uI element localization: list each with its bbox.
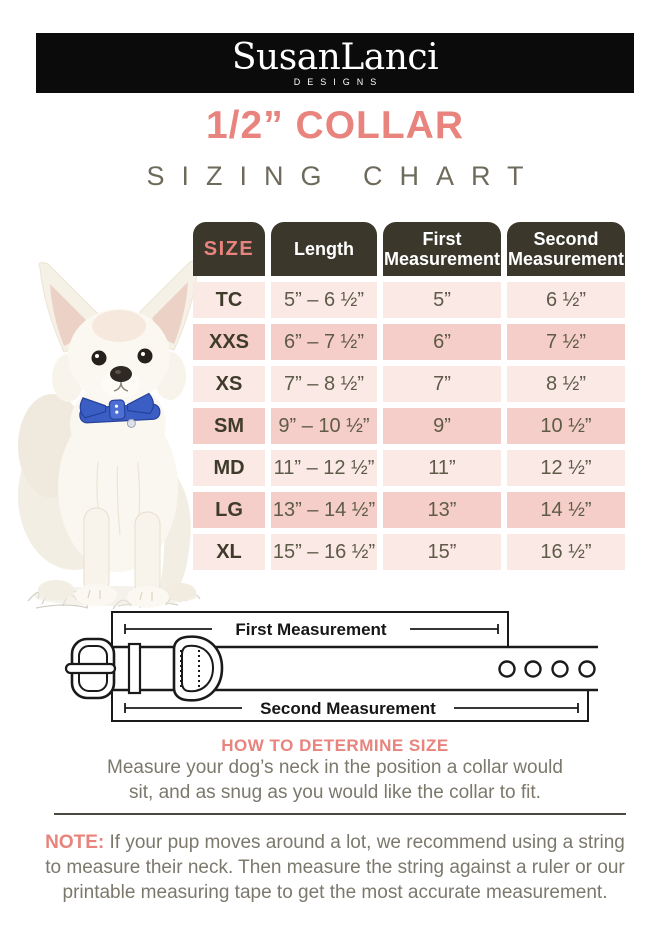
size-cell: SM	[193, 408, 265, 444]
brand-header-bar: SusanLanci DESIGNS	[36, 33, 634, 93]
size-cell: XL	[193, 534, 265, 570]
length-cell: 11” – 12 ½”	[271, 450, 377, 486]
size-cell: MD	[193, 450, 265, 486]
size-cell: TC	[193, 282, 265, 318]
length-cell: 7” – 8 ½”	[271, 366, 377, 402]
divider-line	[54, 813, 626, 815]
page-title: 1/2” COLLAR	[205, 104, 465, 147]
length-cell: 9” – 10 ½”	[271, 408, 377, 444]
second-measurement-cell: 14 ½”	[507, 492, 625, 528]
size-cell: XS	[193, 366, 265, 402]
table-row: XS 7” – 8 ½” 7” 8 ½”	[193, 366, 625, 402]
brand-tagline: DESIGNS	[293, 76, 384, 87]
page-subtitle: SIZING CHART	[146, 161, 541, 191]
first-measurement-cell: 13”	[383, 492, 501, 528]
note-text-line1: NOTE: If your pup moves around a lot, we…	[0, 832, 670, 854]
second-measurement-cell: 8 ½”	[507, 366, 625, 402]
size-table-header: SIZE Length First Measurement Second Mea…	[193, 222, 625, 276]
first-measurement-cell: 11”	[383, 450, 501, 486]
second-measurement-cell: 12 ½”	[507, 450, 625, 486]
second-measurement-cell: 7 ½”	[507, 324, 625, 360]
first-measurement-cell: 5”	[383, 282, 501, 318]
second-measurement-cell: 16 ½”	[507, 534, 625, 570]
note-line1-text: If your pup moves around a lot, we recom…	[109, 832, 625, 853]
note-text-line3: printable measuring tape to get the most…	[62, 882, 608, 903]
first-measurement-cell: 9”	[383, 408, 501, 444]
second-measurement-label: Second Measurement	[260, 699, 436, 718]
size-table-rows: TC 5” – 6 ½” 5” 6 ½” XXS 6” – 7 ½” 6” 7 ½” XS 7” …	[193, 282, 625, 570]
note-label: NOTE:	[45, 832, 105, 853]
length-cell: 5” – 6 ½”	[271, 282, 377, 318]
second-measurement-cell: 6 ½”	[507, 282, 625, 318]
first-measurement-cell: 15”	[383, 534, 501, 570]
table-row: XL 15” – 16 ½” 15” 16 ½”	[193, 534, 625, 570]
col-header-length: Length	[271, 222, 377, 276]
size-cell: LG	[193, 492, 265, 528]
collar-measurement-diagram: First Measurement Second Measurement	[64, 611, 598, 722]
size-cell: XXS	[193, 324, 265, 360]
dog-collar	[79, 392, 161, 428]
table-row: MD 11” – 12 ½” 11” 12 ½”	[193, 450, 625, 486]
first-measurement-cell: 6”	[383, 324, 501, 360]
size-table: SIZE Length First Measurement Second Mea…	[193, 222, 625, 576]
table-row: XXS 6” – 7 ½” 6” 7 ½”	[193, 324, 625, 360]
length-cell: 13” – 14 ½”	[271, 492, 377, 528]
table-row: SM 9” – 10 ½” 9” 10 ½”	[193, 408, 625, 444]
dog-photo	[18, 260, 201, 610]
second-measurement-cell: 10 ½”	[507, 408, 625, 444]
first-measurement-label: First Measurement	[235, 620, 386, 639]
table-row: TC 5” – 6 ½” 5” 6 ½”	[193, 282, 625, 318]
note-text-line2: to measure their neck. Then measure the …	[45, 857, 625, 878]
table-row: LG 13” – 14 ½” 13” 14 ½”	[193, 492, 625, 528]
how-to-text-line1: Measure your dog’s neck in the position …	[107, 757, 563, 778]
how-to-text-line2: sit, and as snug as you would like the c…	[129, 782, 541, 803]
how-to-heading: HOW TO DETERMINE SIZE	[221, 736, 449, 755]
col-header-first-measurement: First Measurement	[383, 222, 501, 276]
length-cell: 15” – 16 ½”	[271, 534, 377, 570]
col-header-size: SIZE	[193, 222, 265, 276]
col-header-second-measurement: Second Measurement	[507, 222, 625, 276]
brand-wordmark: SusanLanci	[231, 36, 439, 78]
length-cell: 6” – 7 ½”	[271, 324, 377, 360]
first-measurement-cell: 7”	[383, 366, 501, 402]
